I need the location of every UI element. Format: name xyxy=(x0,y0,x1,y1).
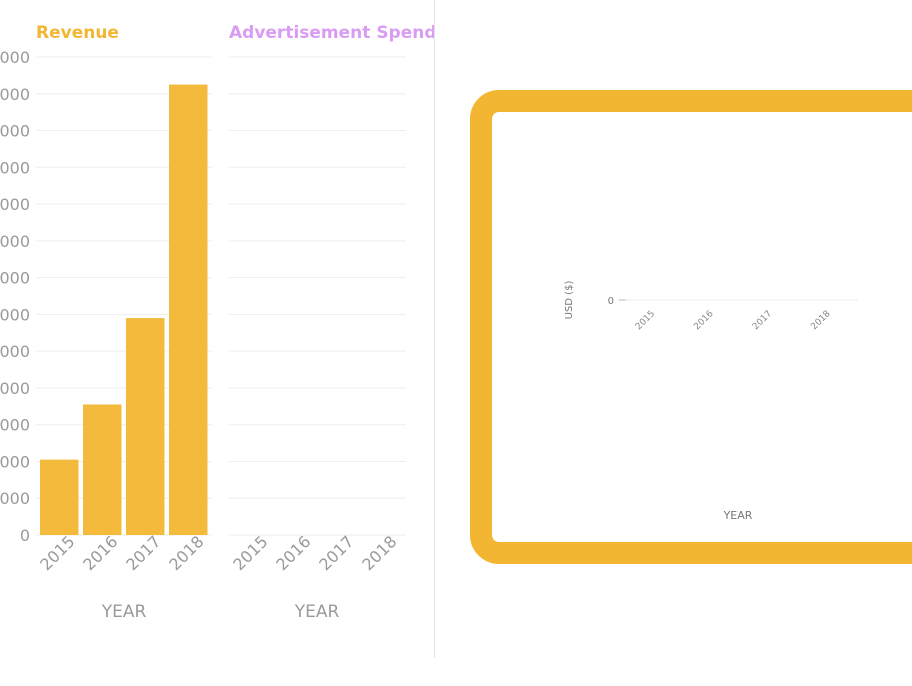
revenue-y-tick-label: 000 xyxy=(0,269,30,288)
revenue-chart-title: Revenue xyxy=(36,23,119,43)
revenue-bars xyxy=(40,84,208,536)
usd-chart-x-tick-labels: 2015 2016 2017 2018 xyxy=(634,309,833,332)
revenue-y-tick-label: 000 xyxy=(0,416,30,435)
revenue-x-axis-label: YEAR xyxy=(101,602,147,622)
revenue-y-tick-label: 0 xyxy=(20,526,30,545)
revenue-y-tick-label: 000 xyxy=(0,452,30,471)
usd-chart-x-tick-label: 2015 xyxy=(634,309,657,332)
usd-chart-x-tick-label: 2018 xyxy=(809,309,832,332)
revenue-y-tick-label: 000 xyxy=(0,342,30,361)
revenue-bar xyxy=(126,318,165,535)
left-charts: Revenue Advertisement Spend 000000000000… xyxy=(0,23,434,622)
ad-spend-gridlines xyxy=(229,56,406,536)
revenue-y-tick-label: 000 xyxy=(0,232,30,251)
usd-chart-x-tick-label: 2017 xyxy=(751,309,774,332)
ad-spend-chart-title: Advertisement Spend xyxy=(229,23,434,43)
revenue-bar xyxy=(40,459,79,535)
revenue-bar xyxy=(169,84,208,536)
usd-chart-y-tick-zero: 0 xyxy=(608,296,614,307)
revenue-y-tick-label: 000 xyxy=(0,305,30,324)
revenue-y-tick-label: 000 xyxy=(0,48,30,67)
revenue-y-tick-label: 000 xyxy=(0,195,30,214)
revenue-bar xyxy=(83,404,122,535)
usd-chart-y-axis-label: USD ($) xyxy=(564,281,575,320)
revenue-y-tick-label: 000 xyxy=(0,158,30,177)
revenue-y-tick-label: 000 xyxy=(0,122,30,141)
panel-divider xyxy=(434,0,435,658)
usd-chart-x-tick-label: 2016 xyxy=(692,309,715,332)
revenue-y-tick-label: 000 xyxy=(0,85,30,104)
usd-chart-x-axis-label: YEAR xyxy=(723,509,753,522)
revenue-y-tick-label: 000 xyxy=(0,489,30,508)
highlight-frame xyxy=(470,90,912,564)
ad-spend-x-axis-label: YEAR xyxy=(294,602,340,622)
revenue-y-tick-label: 000 xyxy=(0,379,30,398)
